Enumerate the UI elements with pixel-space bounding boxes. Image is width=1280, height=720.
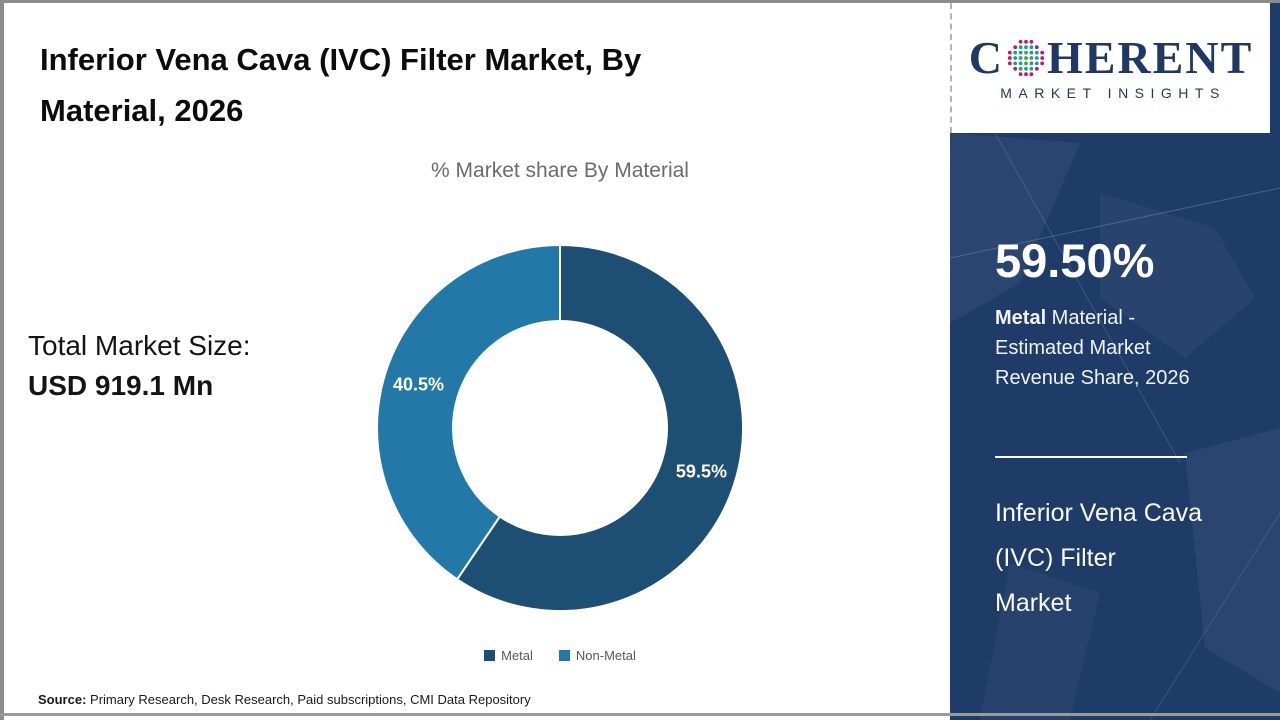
legend-label-metal: Metal: [501, 648, 533, 663]
total-market-value: USD 919.1 Mn: [28, 370, 214, 401]
market-name-line2: (IVC) Filter: [995, 544, 1116, 572]
slice-label-metal: 59.5%: [676, 462, 727, 482]
stat-desc-bold: Metal: [995, 307, 1047, 329]
total-market-block: Total Market Size: USD 919.1 Mn: [28, 326, 328, 406]
source-label: Source:: [38, 692, 87, 707]
page-border-top: [0, 0, 1280, 3]
legend-item-non-metal: Non-Metal: [558, 648, 636, 663]
source-text: Primary Research, Desk Research, Paid su…: [86, 692, 531, 707]
page-border-bottom: [0, 713, 1280, 716]
brand-logo-wordmark: C HERENT: [969, 35, 1254, 81]
sidebar-market-name: Inferior Vena Cava (IVC) Filter Market: [995, 491, 1202, 626]
brand-letter-c: C: [968, 32, 1004, 83]
stat-desc-line3: Revenue Share, 2026: [995, 367, 1190, 389]
legend-swatch-non-metal: [558, 650, 570, 661]
chart-legend: Metal Non-Metal: [350, 648, 770, 663]
sidebar-divider: [995, 456, 1187, 458]
donut-slice-metal: [455, 243, 744, 612]
market-name-line3: Market: [995, 589, 1072, 617]
total-market-label: Total Market Size:: [28, 330, 251, 361]
donut-chart-svg: 59.5% 40.5%: [376, 243, 744, 612]
source-line: Source: Primary Research, Desk Research,…: [38, 692, 531, 707]
logo-right-accent-strip: [1270, 0, 1280, 133]
page-title-line1: Inferior Vena Cava (IVC) Filter Market, …: [40, 42, 642, 77]
brand-letters-rest: HERENT: [1046, 32, 1254, 83]
dotted-globe-icon: [1007, 39, 1045, 77]
legend-label-non-metal: Non-Metal: [575, 648, 636, 663]
world-map-watermark: [950, 133, 1280, 720]
brand-logo: C HERENT MARKET INSIGHTS: [950, 3, 1270, 133]
stat-desc-line2: Estimated Market: [995, 337, 1151, 359]
donut-slice-non-metal: [376, 243, 561, 581]
sidebar-stat-value: 59.50%: [995, 234, 1155, 287]
slice-label-non-metal: 40.5%: [393, 374, 444, 394]
page-title: Inferior Vena Cava (IVC) Filter Market, …: [40, 34, 840, 136]
market-name-line1: Inferior Vena Cava: [995, 499, 1203, 527]
stat-desc-rest: Material -: [1046, 307, 1136, 329]
sidebar-stat-description: Metal Material - Estimated Market Revenu…: [995, 303, 1190, 393]
sidebar: 59.50% Metal Material - Estimated Market…: [950, 133, 1280, 720]
page-title-line2: Material, 2026: [40, 93, 244, 128]
legend-item-metal: Metal: [484, 648, 533, 663]
chart-title: % Market share By Material: [431, 159, 689, 182]
page-border-left: [0, 0, 4, 720]
donut-chart: 59.5% 40.5%: [370, 238, 750, 618]
brand-subtitle: MARKET INSIGHTS: [1000, 85, 1226, 101]
legend-swatch-metal: [484, 650, 496, 661]
